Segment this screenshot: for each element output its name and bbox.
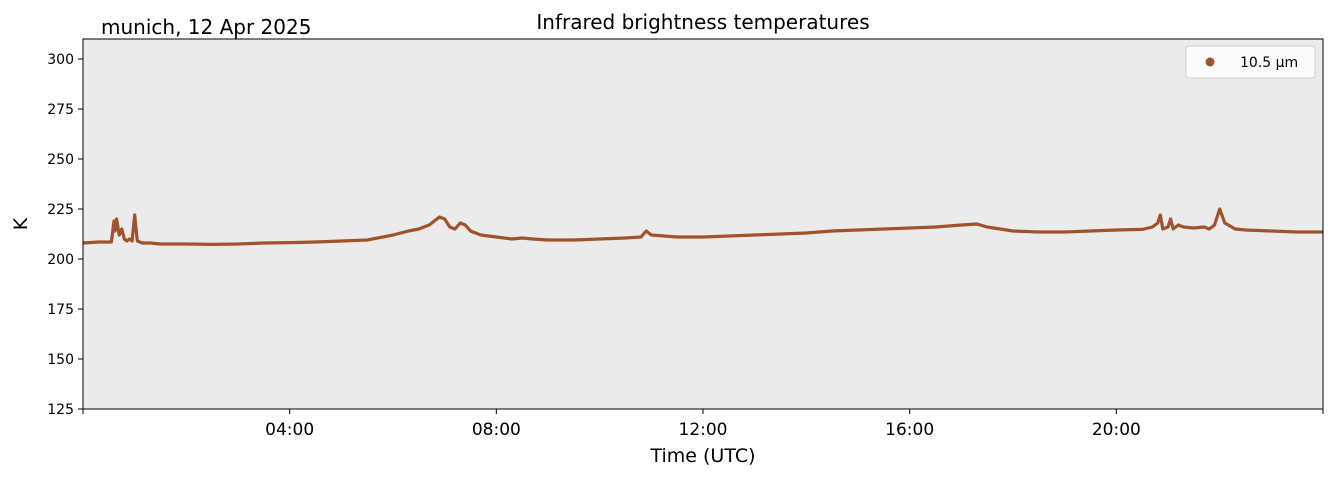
y-tick-label: 275 xyxy=(47,102,74,118)
legend-box xyxy=(1185,45,1316,79)
x-tick-label: 08:00 xyxy=(472,420,521,440)
legend-marker xyxy=(1205,57,1215,67)
chart-title: Infrared brightness temperatures xyxy=(536,10,869,34)
x-tick-label: 12:00 xyxy=(679,420,728,440)
y-tick-label: 175 xyxy=(47,302,74,318)
y-tick-label: 250 xyxy=(47,152,74,168)
legend-label: 10.5 µm xyxy=(1240,55,1298,71)
y-tick-label: 150 xyxy=(47,352,74,368)
series-line-10-5-um xyxy=(82,207,1323,246)
x-tick-label: 16:00 xyxy=(885,420,934,440)
legend: 10.5 µm xyxy=(1185,45,1316,79)
x-axis-label: Time (UTC) xyxy=(649,445,755,467)
y-tick-label: 125 xyxy=(47,402,74,418)
y-tick-label: 225 xyxy=(47,202,74,218)
y-axis-label: K xyxy=(10,217,32,230)
chart-subtitle: munich, 12 Apr 2025 xyxy=(101,15,311,39)
plot-area xyxy=(83,39,1323,409)
x-tick-label: 04:00 xyxy=(265,420,314,440)
y-tick-label: 300 xyxy=(47,52,74,68)
x-tick-label: 20:00 xyxy=(1092,420,1141,440)
y-tick-label: 200 xyxy=(47,252,74,268)
